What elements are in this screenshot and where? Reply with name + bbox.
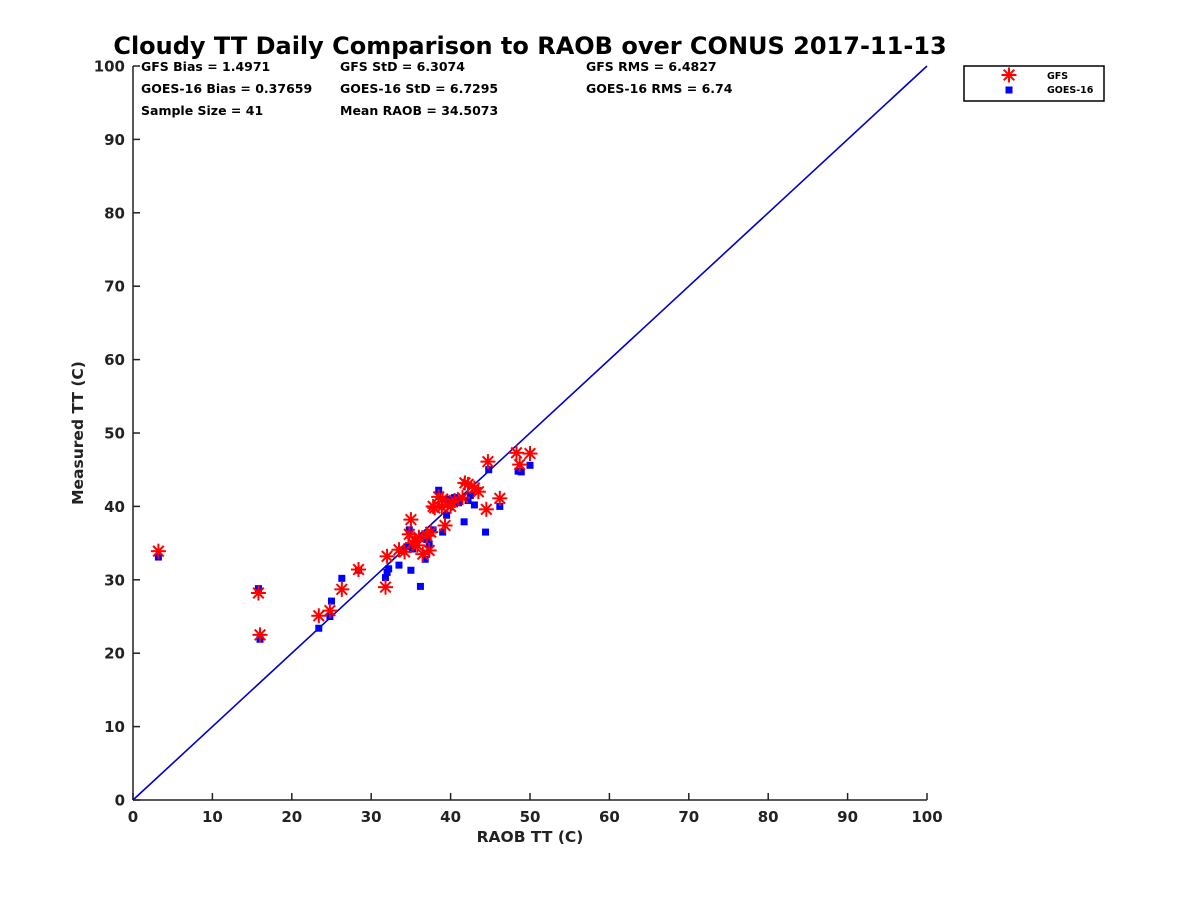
goes16-point xyxy=(421,555,429,563)
gfs-point xyxy=(509,445,525,461)
goes16-point xyxy=(385,565,393,573)
x-tick-label: 70 xyxy=(678,808,699,826)
goes16-point xyxy=(443,511,451,519)
gfs-point xyxy=(480,454,496,470)
x-tick-label: 50 xyxy=(520,808,541,826)
gfs-point xyxy=(404,535,420,551)
goes16-point xyxy=(526,461,534,469)
goes16-point xyxy=(315,624,323,632)
y-tick-label: 50 xyxy=(104,425,125,443)
goes16-point xyxy=(485,466,493,474)
goes16-point xyxy=(460,518,468,526)
stat-goes-std: GOES-16 StD = 6.7295 xyxy=(340,81,498,96)
y-tick-label: 70 xyxy=(104,278,125,296)
y-tick-label: 20 xyxy=(104,645,125,663)
goes16-point xyxy=(439,528,447,536)
goes16-point xyxy=(381,574,389,582)
goes16-point xyxy=(496,502,504,510)
one-to-one-line xyxy=(132,65,928,801)
y-tick-label: 60 xyxy=(104,351,125,369)
x-tick-label: 20 xyxy=(281,808,302,826)
gfs-point xyxy=(350,562,366,578)
y-axis-ticks: 0 10 20 30 40 50 60 70 80 90 100 xyxy=(94,58,140,810)
y-tick-label: 0 xyxy=(115,792,125,810)
gfs-point xyxy=(252,627,268,643)
legend-box xyxy=(963,65,1105,102)
stat-sample-size: Sample Size = 41 xyxy=(141,103,263,118)
stats-block: GFS Bias = 1.4971 GFS StD = 6.3074 GFS R… xyxy=(141,59,733,118)
reference-line-layer xyxy=(132,65,928,801)
legend-goes16-label: GOES-16 xyxy=(1047,85,1094,96)
x-tick-label: 100 xyxy=(911,808,942,826)
goes16-point xyxy=(338,574,346,582)
x-tick-label: 10 xyxy=(202,808,223,826)
x-tick-label: 30 xyxy=(361,808,382,826)
x-tick-label: 90 xyxy=(837,808,858,826)
gfs-point xyxy=(423,524,439,540)
legend-goes16-square xyxy=(1005,86,1013,94)
gfs-point xyxy=(421,542,437,558)
y-tick-label: 80 xyxy=(104,204,125,222)
goes16-point xyxy=(517,468,525,476)
chart-title: Cloudy TT Daily Comparison to RAOB over … xyxy=(113,32,946,60)
legend: GFS GOES-16 xyxy=(963,65,1105,102)
x-tick-label: 0 xyxy=(128,808,138,826)
gfs-point xyxy=(311,608,327,624)
gfs-point xyxy=(470,484,486,500)
stat-gfs-bias: GFS Bias = 1.4971 xyxy=(141,59,270,74)
gfs-point xyxy=(492,490,508,506)
y-tick-label: 40 xyxy=(104,498,125,516)
goes16-point xyxy=(416,582,424,590)
gfs-point xyxy=(379,548,395,564)
x-axis-label: RAOB TT (C) xyxy=(477,828,584,846)
gfs-point xyxy=(512,457,528,473)
stat-goes-rms: GOES-16 RMS = 6.74 xyxy=(586,81,733,96)
gfs-point xyxy=(334,581,350,597)
gfs-point xyxy=(377,579,393,595)
x-axis-ticks: 0 10 20 30 40 50 60 70 80 90 100 xyxy=(128,793,943,826)
gfs-point xyxy=(478,501,494,517)
stat-gfs-rms: GFS RMS = 6.4827 xyxy=(586,59,717,74)
stat-goes-bias: GOES-16 Bias = 0.37659 xyxy=(141,81,312,96)
stat-mean-raob: Mean RAOB = 34.5073 xyxy=(340,103,498,118)
y-tick-label: 90 xyxy=(104,131,125,149)
goes16-point xyxy=(407,566,415,574)
y-tick-label: 30 xyxy=(104,571,125,589)
gfs-point xyxy=(150,543,166,559)
gfs-point xyxy=(250,585,266,601)
legend-goes16-marker xyxy=(1005,86,1013,94)
x-tick-label: 60 xyxy=(599,808,620,826)
gfs-point xyxy=(411,529,427,545)
gfs-point xyxy=(522,446,538,462)
y-tick-label: 100 xyxy=(94,58,125,76)
legend-gfs-label: GFS xyxy=(1047,71,1068,82)
legend-gfs-marker xyxy=(1001,67,1017,83)
goes16-point xyxy=(470,501,478,509)
y-tick-label: 10 xyxy=(104,718,125,736)
goes16-point xyxy=(395,561,403,569)
gfs-point xyxy=(322,603,338,619)
gfs-point xyxy=(415,546,431,562)
goes16-point xyxy=(328,597,335,605)
gfs-point xyxy=(435,491,451,507)
y-axis-label: Measured TT (C) xyxy=(69,361,87,505)
x-tick-label: 40 xyxy=(440,808,461,826)
gfs-point xyxy=(403,512,419,528)
goes16-point xyxy=(466,491,474,499)
gfs-points xyxy=(150,445,538,643)
gfs-point xyxy=(455,490,471,506)
gfs-point xyxy=(391,542,407,558)
gfs-point xyxy=(437,517,453,533)
legend-gfs-asterisk xyxy=(1001,67,1017,83)
goes16-point xyxy=(464,497,472,505)
goes16-point xyxy=(383,568,391,576)
goes16-point xyxy=(482,528,490,536)
goes16-point xyxy=(403,543,411,551)
x-tick-label: 80 xyxy=(758,808,779,826)
stat-gfs-std: GFS StD = 6.3074 xyxy=(340,59,465,74)
